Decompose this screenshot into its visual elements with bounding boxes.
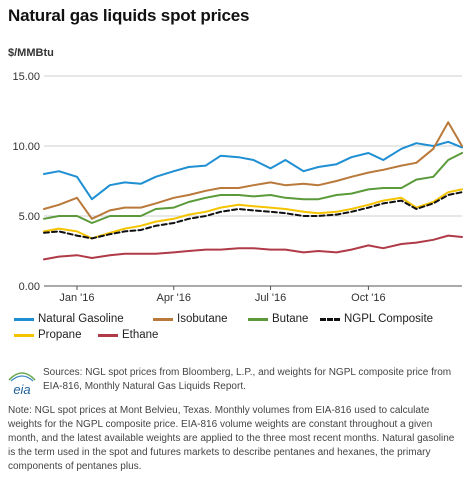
legend-swatch (14, 333, 34, 337)
y-axis-unit-label: $/MMBtu (8, 47, 54, 59)
legend-item-natural-gasoline: Natural Gasoline (14, 313, 124, 325)
legend-label: Propane (38, 329, 82, 341)
series-line-ethane (43, 234, 463, 261)
sources-text: Sources: NGL spot prices from Bloomberg,… (43, 367, 452, 392)
legend-item-ethane: Ethane (98, 329, 158, 341)
series-line-propane (43, 188, 463, 240)
eia-logo: eia (8, 372, 36, 397)
series-line-butane (43, 152, 463, 224)
legend-item-butane: Butane (248, 313, 308, 325)
x-tick-label: Jul '16 (255, 292, 286, 304)
series-line-isobutane (43, 121, 463, 220)
eia-logo-arc-icon (8, 372, 36, 381)
y-tick-label: 0.00 (19, 281, 40, 293)
line-chart: 0.00 5.00 10.00 15.00 Jan '16 Apr '16 Jul '16 O… (12, 71, 463, 304)
legend-label: Natural Gasoline (38, 313, 124, 325)
legend: Natural Gasoline Isobutane Butane NGPL C… (8, 311, 461, 343)
legend-item-isobutane: Isobutane (153, 313, 228, 325)
legend-swatch (248, 317, 268, 321)
note-text: Note: NGL spot prices at Mont Belvieu, T… (8, 405, 455, 472)
legend-swatch (320, 317, 340, 321)
x-tick-label: Apr '16 (157, 292, 192, 304)
legend-swatch (153, 317, 173, 321)
legend-label: Butane (272, 313, 309, 325)
legend-label: NGPL Composite (344, 313, 434, 325)
y-tick-label: 5.00 (19, 211, 40, 223)
x-tick-label: Jan '16 (59, 292, 94, 304)
y-tick-label: 10.00 (12, 141, 40, 153)
x-tick-label: Oct '16 (351, 292, 386, 304)
legend-item-propane: Propane (14, 329, 81, 341)
eia-logo-text: eia (13, 382, 30, 397)
legend-swatch (98, 333, 118, 337)
series-line-ngpl-composite (43, 191, 463, 240)
legend-label: Isobutane (177, 313, 228, 325)
series-line-natural-gasoline (43, 140, 463, 201)
legend-label: Ethane (122, 329, 159, 341)
legend-item-ngpl-composite: NGPL Composite (320, 313, 433, 325)
eia-logo-arc-icon (10, 375, 34, 382)
y-tick-label: 15.00 (12, 71, 40, 83)
chart-title: Natural gas liquids spot prices (8, 6, 250, 25)
legend-swatch (14, 317, 34, 321)
